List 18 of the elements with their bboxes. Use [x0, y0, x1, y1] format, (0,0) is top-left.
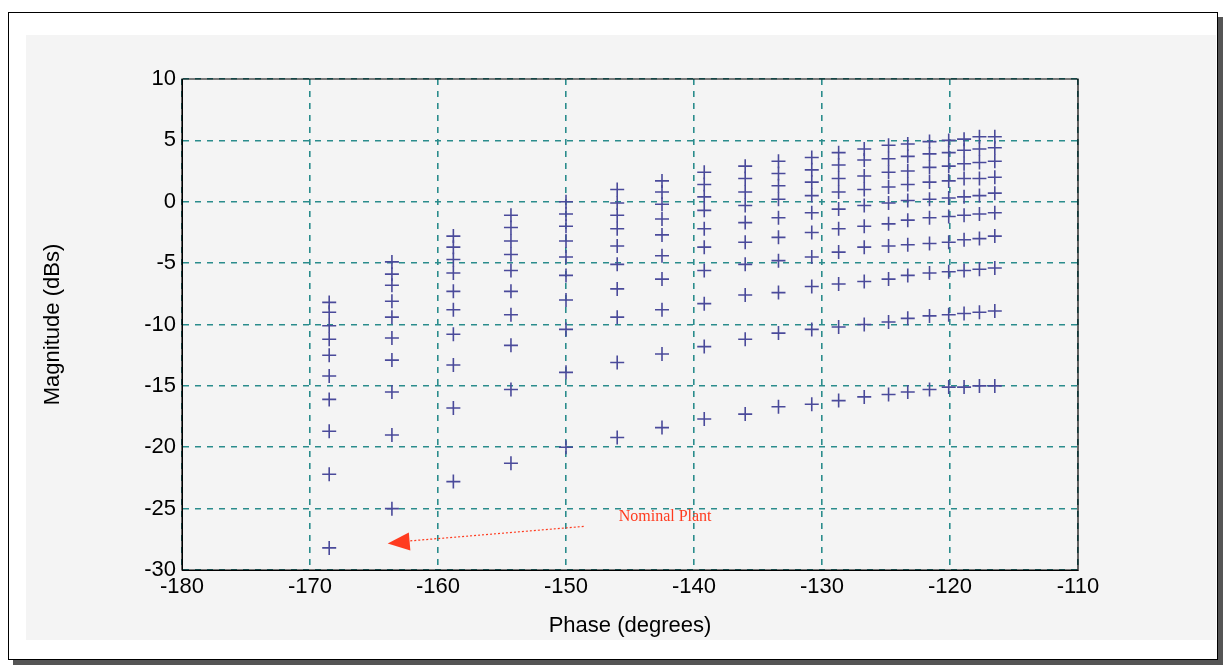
y-axis-title: Magnitude (dBs) — [39, 243, 65, 406]
y-tick-label: -25 — [144, 494, 176, 520]
x-tick-label: -130 — [799, 573, 845, 599]
x-tick-label: -160 — [415, 573, 461, 599]
y-tick-label: -20 — [144, 433, 176, 459]
y-tick-label: 10 — [151, 65, 176, 91]
x-tick-label: -120 — [927, 573, 973, 599]
x-axis-title: Phase (degrees) — [548, 611, 712, 637]
y-tick-label: -15 — [144, 371, 176, 397]
x-tick-label: -170 — [287, 573, 333, 599]
y-tick-label: -10 — [144, 310, 176, 336]
x-tick-label: -110 — [1056, 573, 1100, 599]
x-tick-label: -140 — [671, 573, 717, 599]
y-tick-label: 5 — [163, 126, 176, 152]
y-tick-label: -5 — [156, 249, 176, 275]
annotation: Nominal Plant — [618, 506, 713, 524]
x-tick-label: -150 — [543, 573, 589, 599]
y-tick-label: 0 — [163, 187, 176, 213]
